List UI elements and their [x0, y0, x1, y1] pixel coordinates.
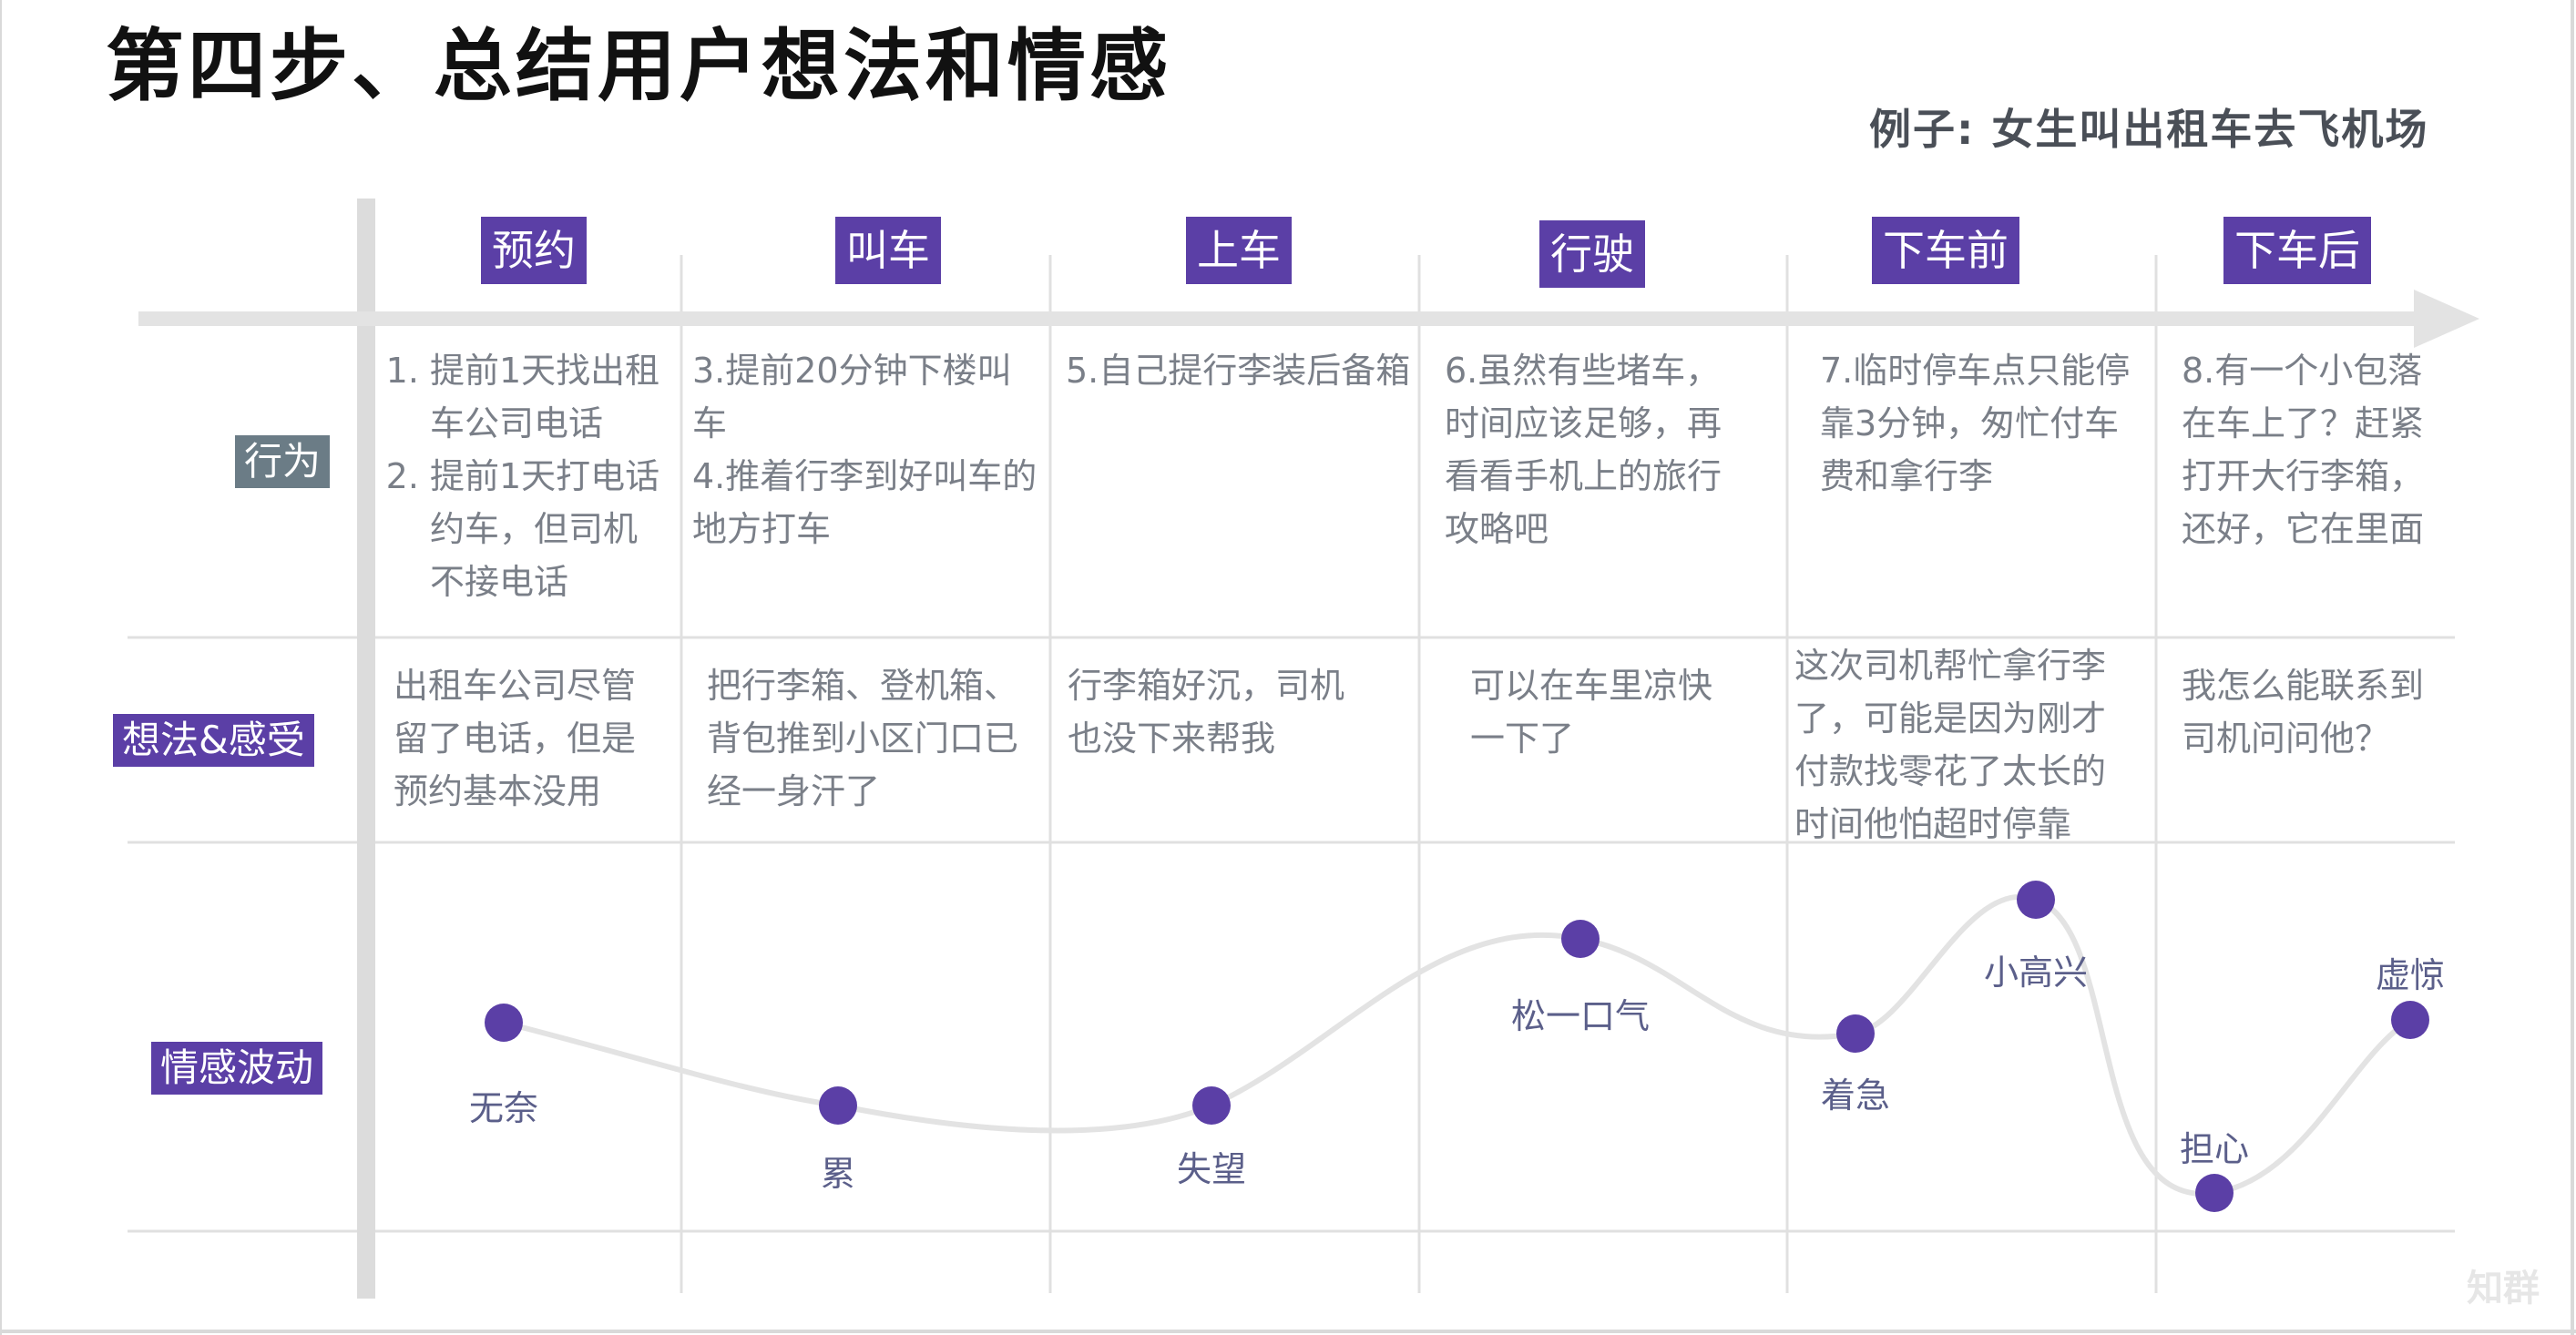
- emotion-label: 虚惊: [2375, 955, 2446, 995]
- row-label-emotion: 情感波动: [151, 1042, 323, 1095]
- row-dividers: [128, 636, 2455, 1233]
- emotion-points: [485, 881, 2429, 1212]
- behavior-cell-driving: 6.虽然有些堵车，时间应该足够，再看看手机上的旅行攻略吧: [1445, 351, 1722, 549]
- emotion-point: [485, 1004, 523, 1042]
- emotion-label: 失望: [1176, 1149, 1247, 1189]
- emotion-curve: [503, 894, 2412, 1197]
- row-label-behavior: 行为: [235, 435, 331, 488]
- emotion-point: [2195, 1174, 2234, 1212]
- thought-cell-board: 行李箱好沉，司机也没下来帮我: [1068, 666, 1345, 759]
- page-title: 第四步、总结用户想法和情感: [106, 21, 1171, 112]
- thought-cell-driving: 可以在车里凉快一下了: [1470, 666, 1713, 759]
- behavior-cell-board: 5.自己提行李装后备箱: [1066, 351, 1411, 391]
- behavior-cell-call-car: 3.提前20分钟下楼叫车 4.推着行李到好叫车的地方打车: [692, 344, 1043, 555]
- timeline-arrow-shaft: [138, 311, 2425, 326]
- emotion-label: 担心: [2179, 1129, 2250, 1169]
- behavior-cell-before-alight: 7.临时停车点只能停靠3分钟，匆忙付车费和拿行李: [1820, 351, 2131, 496]
- stage-header-board: 上车: [1186, 217, 1292, 284]
- stage-header-reserve: 预约: [481, 217, 587, 284]
- page-subtitle: 例子: 女生叫出租车去飞机场: [1869, 105, 2429, 154]
- thought-cell-before-alight: 这次司机帮忙拿行李了，可能是因为刚才付款找零花了太长的时间他怕超时停靠: [1794, 646, 2107, 844]
- stage-header-driving: 行驶: [1539, 220, 1645, 288]
- thought-cell-reserve: 出租车公司尽管留了电话，但是预约基本没用: [394, 666, 637, 811]
- thought-cell-call-car: 把行李箱、登机箱、背包推到小区门口已经一身汗了: [707, 666, 1019, 811]
- emotion-point: [1836, 1014, 1875, 1053]
- stage-header-call-car: 叫车: [835, 217, 941, 284]
- timeline-arrow-head: [2414, 290, 2479, 348]
- behavior-cell-after-alight: 8.有一个小包落在车上了？赶紧打开大行李箱，还好，它在里面: [2182, 351, 2425, 549]
- emotion-point: [1561, 920, 1600, 958]
- watermark-logo: 知群: [2467, 1268, 2540, 1310]
- emotion-label: 小高兴: [1983, 953, 2089, 993]
- behavior-item: 3.提前20分钟下楼叫车: [692, 351, 1012, 443]
- stage-header-before-alight: 下车前: [1872, 217, 2019, 284]
- behavior-item: 提前1天找出租车公司电话: [430, 344, 663, 450]
- behavior-item: 4.推着行李到好叫车的地方打车: [692, 456, 1038, 549]
- emotion-point: [1192, 1086, 1231, 1125]
- emotion-label: 无奈: [468, 1088, 539, 1128]
- vertical-axis: [357, 199, 375, 1299]
- stage-header-after-alight: 下车后: [2223, 217, 2371, 284]
- row-label-thoughts: 想法&感受: [113, 714, 314, 767]
- emotion-point: [819, 1086, 857, 1125]
- emotion-label: 着急: [1820, 1075, 1891, 1116]
- behavior-item: 提前1天打电话约车，但司机不接电话: [430, 450, 663, 608]
- thought-cell-after-alight: 我怎么能联系到司机问问他？: [2182, 666, 2425, 759]
- column-dividers: [680, 255, 2158, 1293]
- behavior-cell-reserve: 提前1天找出租车公司电话 提前1天打电话约车，但司机不接电话: [390, 344, 663, 608]
- emotion-point: [2017, 881, 2055, 919]
- emotion-point: [2391, 1001, 2429, 1039]
- emotion-label: 累: [820, 1154, 856, 1194]
- emotion-label: 松一口气: [1510, 996, 1651, 1036]
